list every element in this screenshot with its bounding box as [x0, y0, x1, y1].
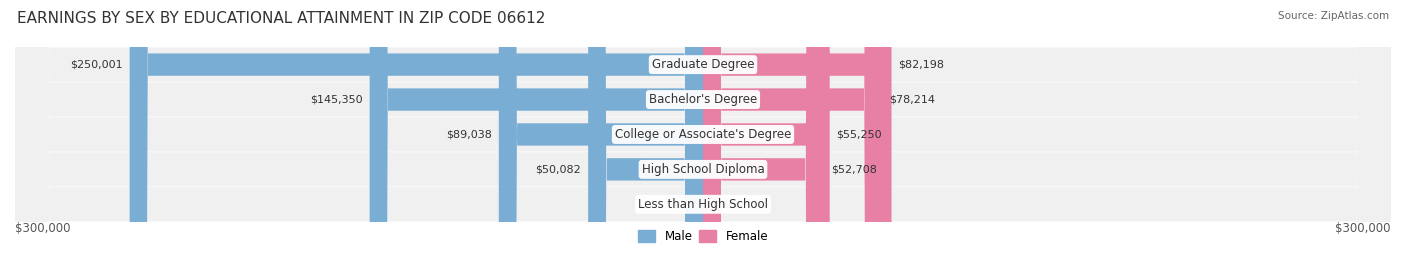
FancyBboxPatch shape	[703, 0, 824, 268]
Text: Less than High School: Less than High School	[638, 198, 768, 211]
Text: $300,000: $300,000	[1336, 222, 1391, 236]
Text: College or Associate's Degree: College or Associate's Degree	[614, 128, 792, 141]
Text: $78,214: $78,214	[889, 95, 935, 105]
Text: $89,038: $89,038	[446, 129, 492, 139]
Text: Source: ZipAtlas.com: Source: ZipAtlas.com	[1278, 11, 1389, 21]
Text: $250,001: $250,001	[70, 59, 122, 70]
FancyBboxPatch shape	[703, 0, 891, 268]
FancyBboxPatch shape	[15, 0, 1391, 268]
Text: EARNINGS BY SEX BY EDUCATIONAL ATTAINMENT IN ZIP CODE 06612: EARNINGS BY SEX BY EDUCATIONAL ATTAINMEN…	[17, 11, 546, 26]
Text: $52,708: $52,708	[831, 164, 876, 174]
Text: $55,250: $55,250	[837, 129, 882, 139]
FancyBboxPatch shape	[588, 0, 703, 268]
Text: Graduate Degree: Graduate Degree	[652, 58, 754, 71]
Text: $0: $0	[721, 199, 735, 209]
FancyBboxPatch shape	[15, 0, 1391, 268]
FancyBboxPatch shape	[499, 0, 703, 268]
Text: $82,198: $82,198	[898, 59, 945, 70]
FancyBboxPatch shape	[370, 0, 703, 268]
Text: $145,350: $145,350	[311, 95, 363, 105]
FancyBboxPatch shape	[703, 0, 883, 268]
FancyBboxPatch shape	[15, 0, 1391, 268]
FancyBboxPatch shape	[15, 0, 1391, 268]
Text: High School Diploma: High School Diploma	[641, 163, 765, 176]
Legend: Male, Female: Male, Female	[633, 225, 773, 247]
Text: $50,082: $50,082	[536, 164, 581, 174]
FancyBboxPatch shape	[15, 0, 1391, 268]
FancyBboxPatch shape	[703, 0, 830, 268]
Text: $300,000: $300,000	[15, 222, 70, 236]
FancyBboxPatch shape	[129, 0, 703, 268]
Text: Bachelor's Degree: Bachelor's Degree	[650, 93, 756, 106]
Text: $0: $0	[671, 199, 685, 209]
